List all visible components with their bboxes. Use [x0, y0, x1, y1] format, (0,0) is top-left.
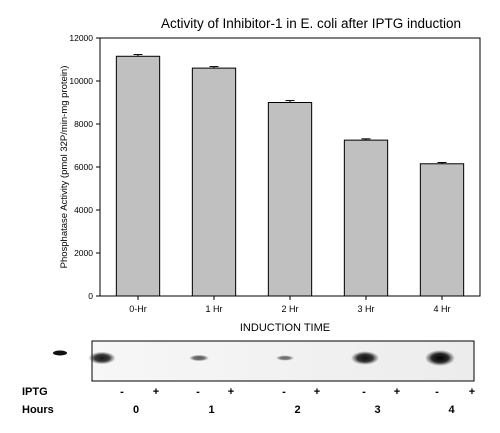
x-tick-label: 0-Hr	[129, 304, 147, 314]
iptg-row-label: IPTG	[22, 386, 48, 398]
x-tick-label: 3 Hr	[357, 304, 374, 314]
x-tick-label: 2 Hr	[281, 304, 298, 314]
iptg-lane-label: -	[282, 386, 286, 398]
bar	[267, 102, 313, 297]
marker-band	[53, 350, 67, 356]
iptg-lane-label: +	[314, 386, 320, 398]
x-tick-label: 1 Hr	[205, 304, 222, 314]
western-blot	[53, 340, 475, 382]
iptg-lane-label: +	[394, 386, 400, 398]
bar	[115, 55, 161, 297]
iptg-lane-label: +	[228, 386, 234, 398]
iptg-lane-label: -	[435, 386, 439, 398]
y-tick-label: 2000	[74, 248, 93, 258]
chart-title: Activity of Inhibitor-1 in E. coli after…	[161, 16, 461, 31]
iptg-lane-label: +	[153, 386, 159, 398]
y-tick-label: 0	[88, 291, 93, 301]
hours-lane-label: 2	[294, 404, 300, 416]
hours-row-label: Hours	[22, 404, 54, 416]
blot-band	[275, 355, 295, 361]
plot-area: 0 2000 4000 6000 8000 10000 12000 0-Hr 1 Hr 2 Hr 3…	[69, 33, 481, 314]
blot-lane-labels: IPTG Hours - + - + - + - + - +0 1 2 3 4	[22, 386, 475, 416]
hours-lane-label: 4	[448, 404, 455, 416]
y-tick-label: 8000	[74, 119, 93, 129]
y-tick-label: 10000	[69, 76, 93, 86]
hours-lane-label: 3	[374, 404, 380, 416]
bar	[419, 163, 465, 297]
iptg-lane-label: -	[196, 386, 200, 398]
blot-band	[88, 351, 116, 365]
bar	[343, 139, 389, 297]
blot-band	[188, 354, 210, 362]
x-axis-label: INDUCTION TIME	[240, 322, 330, 334]
y-tick-label: 6000	[74, 162, 93, 172]
y-axis-label: Phosphatase Activity (pmol 32P/min-mg pr…	[59, 66, 70, 269]
hours-lane-label: 1	[208, 404, 214, 416]
iptg-lane-label: +	[469, 386, 475, 398]
blot-membrane	[91, 340, 475, 382]
blot-band	[425, 350, 455, 366]
y-tick-label: 4000	[74, 205, 93, 215]
iptg-lane-label: -	[362, 386, 366, 398]
iptg-lane-label: -	[120, 386, 124, 398]
hours-lane-label: 0	[133, 404, 139, 416]
y-tick-label: 12000	[69, 33, 93, 43]
blot-band	[350, 351, 380, 365]
x-tick-label: 4 Hr	[433, 304, 450, 314]
bar	[191, 67, 237, 297]
